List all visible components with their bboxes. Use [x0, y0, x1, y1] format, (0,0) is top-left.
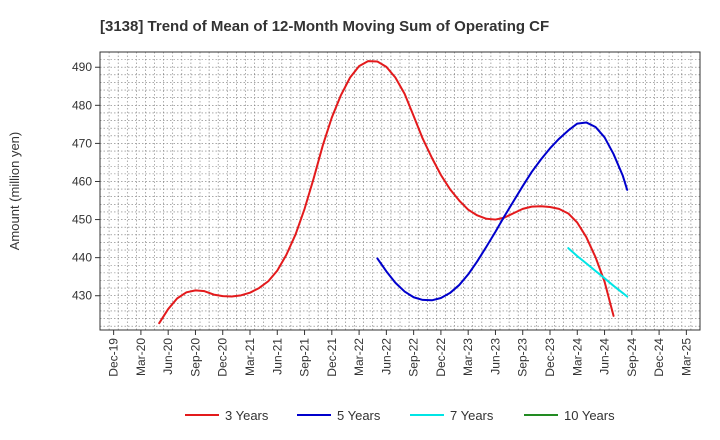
legend: 3 Years 5 Years 7 Years 10 Years — [185, 408, 615, 423]
legend-label-7-years: 7 Years — [450, 408, 494, 423]
series-line-5-years — [376, 121, 629, 302]
x-tick-label: Jun-20 — [161, 338, 175, 375]
y-tick-label: 470 — [72, 136, 92, 150]
x-tick-label: Mar-21 — [243, 338, 257, 376]
y-tick-label: 480 — [72, 98, 92, 112]
x-tick-label: Dec-22 — [434, 338, 448, 377]
x-tick-label: Sep-23 — [516, 338, 530, 377]
y-tick-label: 430 — [72, 289, 92, 303]
x-tick-label: Sep-21 — [298, 338, 312, 377]
y-axis-label: Amount (million yen) — [7, 132, 22, 251]
x-tick-label: Sep-20 — [188, 338, 202, 377]
x-tick-label: Mar-23 — [461, 338, 475, 376]
x-tick-label: Jun-24 — [598, 338, 612, 375]
series-line-3-years — [158, 60, 615, 325]
x-tick-label: Dec-20 — [216, 338, 230, 377]
plot-border — [99, 51, 701, 331]
x-tick-label: Sep-22 — [407, 338, 421, 377]
x-tick-label: Sep-24 — [625, 338, 639, 377]
x-tick-label: Jun-21 — [270, 338, 284, 375]
grid — [99, 51, 701, 330]
y-tick-label: 440 — [72, 251, 92, 265]
x-tick-label: Dec-21 — [325, 338, 339, 377]
x-tick-label: Jun-22 — [379, 338, 393, 375]
x-tick-label: Dec-24 — [652, 338, 666, 377]
y-tick-label: 460 — [72, 174, 92, 188]
chart-title: [3138] Trend of Mean of 12-Month Moving … — [100, 18, 549, 35]
x-tick-label: Jun-23 — [488, 338, 502, 375]
x-tick-label: Mar-25 — [679, 338, 693, 376]
legend-label-3-years: 3 Years — [225, 408, 269, 423]
y-tick-label: 490 — [72, 60, 92, 74]
x-tick-label: Dec-19 — [107, 338, 121, 377]
series-lines — [158, 60, 629, 325]
y-axis: 430 440 450 460 470 480 490 — [72, 60, 100, 303]
x-tick-label: Mar-22 — [352, 338, 366, 376]
x-axis: Dec-19 Mar-20 Jun-20 Sep-20 Dec-20 Mar-21 Jun-… — [107, 330, 693, 377]
series-line-7-years — [567, 247, 629, 298]
legend-label-5-years: 5 Years — [337, 408, 381, 423]
legend-label-10-years: 10 Years — [564, 408, 615, 423]
x-tick-label: Dec-23 — [543, 338, 557, 377]
x-tick-label: Mar-20 — [134, 338, 148, 376]
y-tick-label: 450 — [72, 213, 92, 227]
x-tick-label: Mar-24 — [570, 338, 584, 376]
